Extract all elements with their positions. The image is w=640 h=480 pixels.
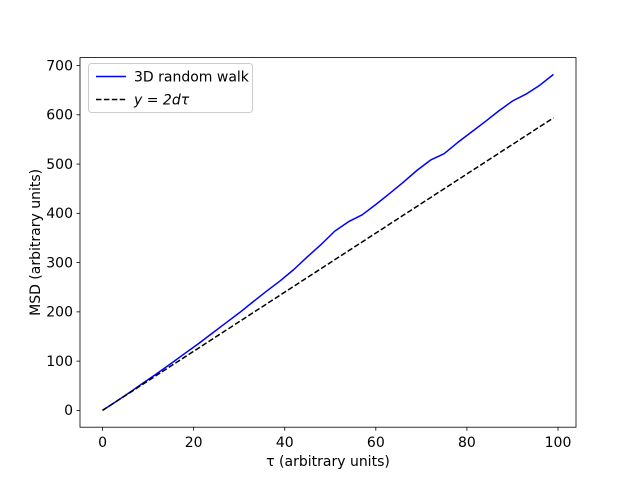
y-tick-label: 300 xyxy=(46,255,73,271)
y-tick-label: 500 xyxy=(46,157,73,173)
plot-area xyxy=(80,57,576,428)
x-tick-label: 40 xyxy=(276,435,294,451)
legend-items: 3D random walk y = 2dτ xyxy=(96,69,250,108)
y-tick-label: 100 xyxy=(46,354,73,370)
series-lines xyxy=(102,73,554,412)
x-tick-label: 80 xyxy=(458,435,476,451)
series-line-1 xyxy=(102,117,554,412)
legend-label-0: 3D random walk xyxy=(134,69,250,85)
x-axis-label: τ (arbitrary units) xyxy=(266,454,390,470)
series-line-0 xyxy=(102,73,554,412)
y-tick-label: 200 xyxy=(46,305,73,321)
y-axis-label: MSD (arbitrary units) xyxy=(28,169,44,316)
y-axis-ticks: 0 100 200 300 400 500 600 700 xyxy=(46,58,80,419)
y-tick-label: 0 xyxy=(64,403,73,419)
x-tick-label: 100 xyxy=(545,435,572,451)
x-axis-ticks: 0 20 40 60 80 100 xyxy=(98,427,571,451)
x-tick-label: 60 xyxy=(367,435,385,451)
x-tick-label: 20 xyxy=(185,435,203,451)
y-tick-label: 600 xyxy=(46,108,73,124)
y-tick-label: 400 xyxy=(46,206,73,222)
legend-label-1: y = 2dτ xyxy=(133,92,190,108)
x-tick-label: 0 xyxy=(98,435,107,451)
legend-box xyxy=(88,63,253,113)
y-tick-label: 700 xyxy=(46,58,73,74)
legend: 3D random walk y = 2dτ xyxy=(88,63,253,113)
axes-border xyxy=(79,57,577,428)
